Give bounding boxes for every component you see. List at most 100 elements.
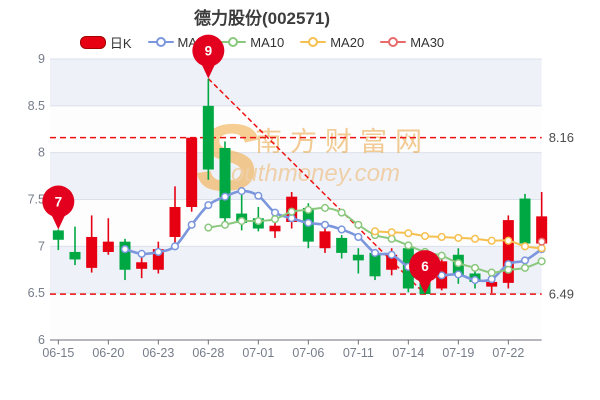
line-marker-icon bbox=[300, 36, 327, 49]
candle-06-28 bbox=[202, 78, 214, 180]
x-axis-label: 07-22 bbox=[492, 346, 524, 360]
candle-07-13 bbox=[386, 248, 398, 276]
candle-07-19 bbox=[452, 248, 464, 284]
ma10-marker bbox=[437, 251, 446, 260]
candle-body bbox=[302, 207, 314, 242]
ma5-marker bbox=[370, 248, 380, 257]
legend-item-ma5[interactable]: MA5 bbox=[147, 35, 204, 50]
watermark-initial: S bbox=[196, 105, 259, 211]
candle-07-25 bbox=[519, 193, 531, 247]
legend-circle bbox=[228, 37, 239, 47]
candle-07-14 bbox=[402, 244, 414, 293]
candle-body bbox=[169, 206, 181, 237]
y-axis-label: 9 bbox=[38, 52, 45, 66]
y-axis-label: 8 bbox=[38, 146, 45, 160]
x-axis-label: 07-01 bbox=[242, 346, 274, 360]
candlestick-swatch-icon bbox=[79, 35, 106, 49]
ma20-marker bbox=[487, 236, 496, 245]
candle-06-21 bbox=[119, 238, 131, 281]
ma10-marker bbox=[220, 220, 230, 229]
y-axis-label: 6 bbox=[38, 333, 45, 347]
ma10-marker bbox=[204, 223, 213, 232]
x-axis-label: 06-15 bbox=[42, 346, 74, 360]
candle-06-17 bbox=[86, 215, 98, 273]
watermark-brand: 南方财富网 bbox=[255, 127, 430, 157]
candle-body bbox=[502, 220, 514, 283]
ma20-marker bbox=[470, 234, 480, 243]
reference-lines: 8.16 6.49 bbox=[50, 130, 574, 302]
ma5-line bbox=[120, 187, 546, 285]
ma5-marker bbox=[520, 256, 530, 265]
candle-body bbox=[352, 254, 364, 261]
ma10-marker bbox=[454, 259, 463, 268]
candle-body bbox=[519, 198, 531, 244]
candle-07-21 bbox=[486, 276, 498, 294]
trend-line bbox=[207, 78, 426, 295]
x-axis: 06-15 06-20 06-23 06-28 07-01 07-06 07-11 07-14… bbox=[42, 339, 542, 360]
candle-06-24 bbox=[169, 186, 181, 243]
legend-item-ma30[interactable]: MA30 bbox=[380, 35, 444, 50]
ma10-marker bbox=[287, 207, 296, 216]
candle-body bbox=[452, 254, 464, 276]
ma5-marker bbox=[387, 250, 396, 259]
ma20-marker bbox=[504, 236, 513, 245]
ma5-marker bbox=[487, 275, 496, 284]
ma10-marker bbox=[270, 215, 280, 224]
watermark-domain: outhmoney.com bbox=[231, 160, 400, 187]
candle-06-27 bbox=[186, 137, 198, 212]
legend-item-ma20[interactable]: MA20 bbox=[300, 35, 364, 50]
legend-circle bbox=[388, 37, 399, 47]
ma10-marker bbox=[370, 231, 380, 240]
candle-body bbox=[402, 248, 414, 289]
split-band bbox=[50, 152, 542, 200]
ma10-marker bbox=[320, 203, 330, 212]
candle-06-22 bbox=[136, 256, 148, 279]
candle-body bbox=[186, 137, 198, 207]
candle-body bbox=[69, 251, 81, 260]
candle-07-05 bbox=[286, 192, 298, 229]
candle-07-22 bbox=[502, 215, 514, 289]
ma10-marker bbox=[420, 247, 430, 257]
legend-label: 日K bbox=[109, 35, 132, 51]
ma5-marker bbox=[354, 232, 363, 242]
annotation-pin-6: 6 bbox=[409, 250, 442, 295]
split-band bbox=[50, 59, 542, 106]
ma5-marker bbox=[454, 270, 463, 279]
split-band bbox=[50, 246, 542, 294]
ma10-marker bbox=[537, 257, 546, 266]
annotation-pin-7: 7 bbox=[42, 185, 75, 230]
ma10-path bbox=[208, 206, 543, 274]
line-marker-icon bbox=[220, 36, 247, 49]
ma20-marker bbox=[537, 244, 546, 253]
legend-item-ma10[interactable]: MA10 bbox=[220, 35, 284, 50]
line-marker-icon bbox=[147, 36, 174, 49]
ma5-marker bbox=[320, 220, 330, 229]
ma20-path bbox=[374, 230, 542, 250]
candle-06-30 bbox=[236, 194, 248, 231]
ma5-marker bbox=[204, 201, 213, 210]
candle-body bbox=[486, 281, 498, 287]
ma5-marker bbox=[270, 208, 280, 217]
split-band bbox=[50, 105, 542, 153]
candle-body bbox=[419, 282, 431, 295]
pin-tail bbox=[51, 214, 66, 230]
y-axis-label: 8.5 bbox=[28, 99, 45, 113]
ma5-marker bbox=[220, 192, 230, 201]
line-marker-icon bbox=[380, 36, 407, 49]
y-axis-labels: 6 6.5 7 7.5 8 8.5 9 bbox=[28, 52, 45, 347]
ma5-marker bbox=[120, 245, 130, 254]
legend-item-daily-k[interactable]: 日K bbox=[79, 33, 132, 52]
candle-body bbox=[536, 216, 548, 244]
candle-07-11 bbox=[352, 248, 364, 274]
legend-label: MA20 bbox=[330, 34, 365, 50]
y-axis-label: 6.5 bbox=[28, 286, 45, 300]
candle-07-08 bbox=[336, 235, 348, 259]
candle-07-12 bbox=[369, 251, 381, 281]
candle-06-16 bbox=[69, 226, 81, 266]
x-axis-label: 06-23 bbox=[142, 346, 174, 360]
ma20-marker bbox=[420, 231, 430, 241]
ma10-marker bbox=[254, 216, 263, 226]
candle-body bbox=[86, 236, 98, 268]
ma5-marker bbox=[304, 218, 313, 227]
